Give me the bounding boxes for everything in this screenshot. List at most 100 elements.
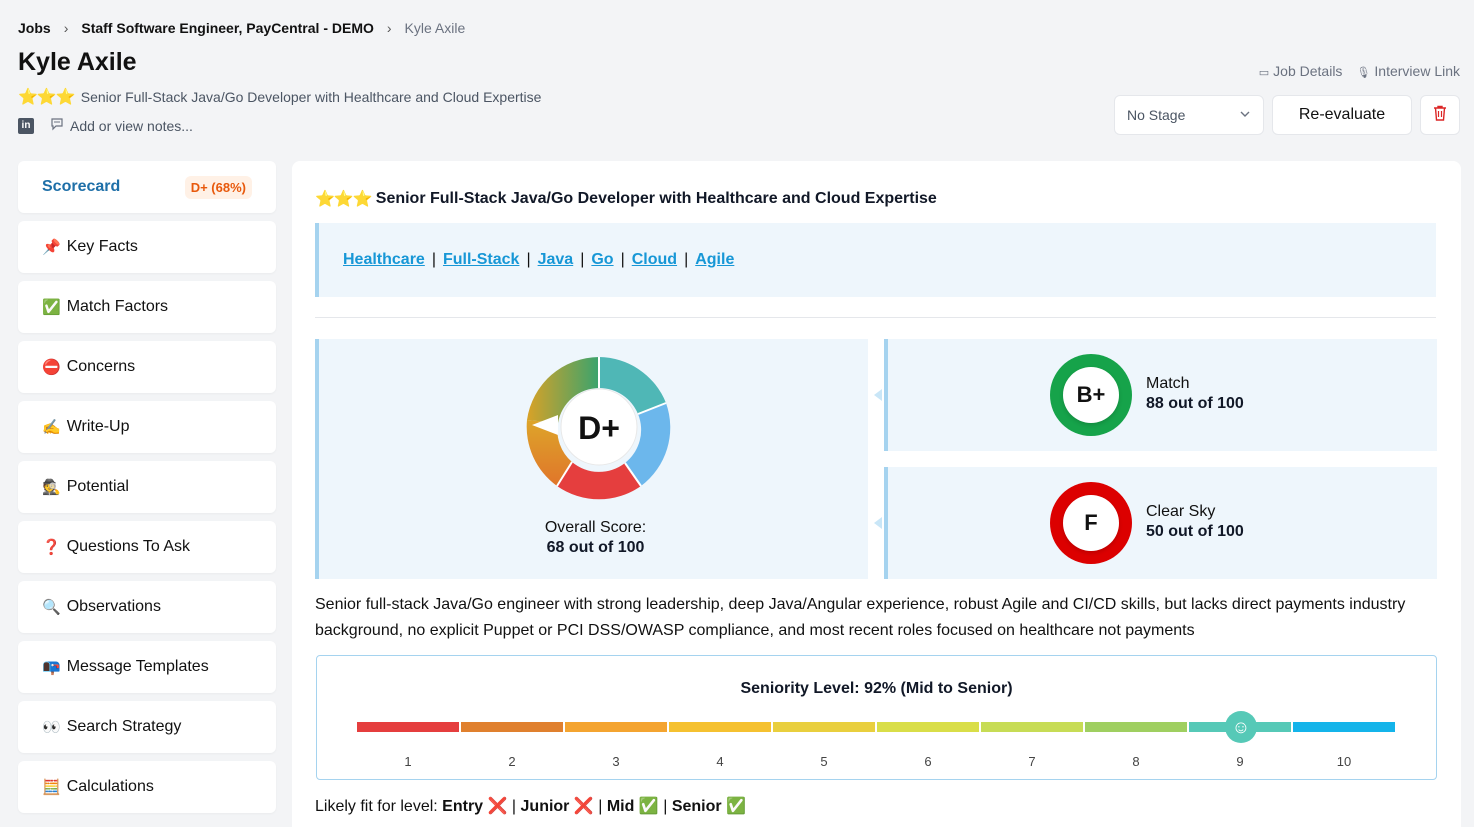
gauge-pointer xyxy=(532,415,558,435)
gauge-segment-3 xyxy=(557,462,641,500)
notes-row: in Add or view notes... xyxy=(18,117,193,134)
seniority-label: 10 xyxy=(1336,754,1352,769)
chevron-right-icon: › xyxy=(63,20,69,36)
tag-link[interactable]: Full-Stack xyxy=(442,251,520,268)
mailbox-icon: 📭 xyxy=(42,659,61,676)
match-score-card: B+ Match 88 out of 100 xyxy=(874,339,1437,451)
overall-score-label: Overall Score: xyxy=(544,519,647,536)
seniority-title: Seniority Level: 92% (Mid to Senior) xyxy=(740,680,1013,697)
chevron-right-icon: › xyxy=(386,20,392,36)
delete-button[interactable] xyxy=(1420,95,1460,135)
no-entry-icon: ⛔ xyxy=(42,359,61,376)
overall-score-value: 68 out of 100 xyxy=(546,539,645,556)
tag-separator: | xyxy=(620,251,625,268)
sidebar-item-key-facts[interactable]: 📌 Key Facts xyxy=(18,221,276,273)
sidebar-item-message-templates[interactable]: 📭 Message Templates xyxy=(18,641,276,693)
star-rating: ⭐⭐⭐ xyxy=(315,191,373,208)
seniority-label: 8 xyxy=(1132,754,1140,769)
overall-score-gauge: D+ xyxy=(524,355,674,505)
cross-icon: ❌ xyxy=(573,798,594,815)
seniority-label: 1 xyxy=(404,754,412,769)
match-grade-ring: B+ xyxy=(1050,354,1132,436)
tag-separator: | xyxy=(431,251,436,268)
check-icon: ✅ xyxy=(726,798,746,815)
breadcrumb-jobs[interactable]: Jobs xyxy=(18,20,51,36)
overall-score-card: D+ Overall Score: 68 out of 100 xyxy=(315,339,868,579)
breadcrumb-job[interactable]: Staff Software Engineer, PayCentral - DE… xyxy=(81,20,374,36)
grade-badge: D+ (68%) xyxy=(184,175,252,199)
sidebar-item-label: Scorecard xyxy=(42,178,121,195)
briefcase-icon: ▭ xyxy=(1258,67,1270,79)
stage-select[interactable]: No Stage xyxy=(1114,95,1264,135)
job-details-link[interactable]: ▭ Job Details xyxy=(1258,63,1343,79)
sidebar-item-observations[interactable]: 🔍 Observations xyxy=(18,581,276,633)
candidate-summary: Senior full-stack Java/Go engineer with … xyxy=(315,596,1406,639)
question-icon: ❓ xyxy=(42,539,61,556)
check-icon: ✅ xyxy=(638,798,659,815)
check-icon: ✅ xyxy=(42,299,61,316)
fit-mid: Mid xyxy=(606,798,635,815)
linkedin-icon[interactable]: in xyxy=(18,117,34,134)
scorecard-title: ⭐⭐⭐ Senior Full-Stack Java/Go Developer … xyxy=(315,189,937,209)
seniority-segment xyxy=(1293,722,1395,732)
breadcrumb-candidate: Kyle Axile xyxy=(404,20,466,36)
cross-icon: ❌ xyxy=(487,798,508,815)
seniority-segment xyxy=(461,722,563,732)
notes-link[interactable]: Add or view notes... xyxy=(70,117,193,134)
match-value: 88 out of 100 xyxy=(1146,395,1244,412)
seniority-label: 2 xyxy=(508,754,516,769)
interview-link[interactable]: 🎙 Interview Link xyxy=(1356,63,1460,79)
magnifier-icon: 🔍 xyxy=(42,599,61,616)
candidate-headline: ⭐⭐⭐ Senior Full-Stack Java/Go Developer … xyxy=(18,87,541,107)
gauge-segment-5 xyxy=(527,357,599,423)
tag-link[interactable]: Healthcare xyxy=(343,251,425,268)
scorecard-title-text: Senior Full-Stack Java/Go Developer with… xyxy=(375,190,937,207)
seniority-label: 4 xyxy=(716,754,724,769)
seniority-segment xyxy=(773,722,875,732)
smiley-marker-icon: ☺ xyxy=(1225,711,1257,743)
header-actions: No Stage Re-evaluate xyxy=(1114,95,1460,135)
sidebar-item-match-factors[interactable]: ✅ Match Factors xyxy=(18,281,276,333)
tag-link[interactable]: Go xyxy=(591,251,614,268)
clearsky-score-card: F Clear Sky 50 out of 100 xyxy=(874,467,1437,579)
reevaluate-button[interactable]: Re-evaluate xyxy=(1272,95,1412,135)
comment-icon xyxy=(50,117,64,134)
connector-arrow xyxy=(874,517,882,529)
match-name: Match xyxy=(1146,375,1190,392)
sidebar-item-calculations[interactable]: 🧮 Calculations xyxy=(18,761,276,813)
seniority-label: 3 xyxy=(612,754,620,769)
seniority-segment xyxy=(1085,722,1187,732)
headline-text: Senior Full-Stack Java/Go Developer with… xyxy=(80,89,542,105)
sidebar-item-scorecard[interactable]: Scorecard D+ (68%) xyxy=(18,161,276,213)
seniority-segment xyxy=(981,722,1083,732)
clearsky-value: 50 out of 100 xyxy=(1146,523,1244,540)
tag-link[interactable]: Agile xyxy=(695,251,735,268)
seniority-box: Seniority Level: 92% (Mid to Senior) 1 2 3… xyxy=(316,655,1437,780)
fit-junior: Junior xyxy=(520,798,570,815)
sidebar-item-potential[interactable]: 🕵️ Potential xyxy=(18,461,276,513)
sidebar-item-search-strategy[interactable]: 👀 Search Strategy xyxy=(18,701,276,753)
star-rating: ⭐⭐⭐ xyxy=(18,89,76,106)
seniority-label: 5 xyxy=(820,754,828,769)
tag-separator: | xyxy=(580,251,585,268)
clearsky-name: Clear Sky xyxy=(1146,503,1216,520)
tag-link[interactable]: Java xyxy=(537,251,574,268)
seniority-segment xyxy=(669,722,771,732)
gauge-segment-1 xyxy=(599,357,666,414)
tag-separator: | xyxy=(684,251,689,268)
match-grade: B+ xyxy=(1063,367,1119,423)
seniority-scale-labels: 1 2 3 4 5 6 7 8 9 10 xyxy=(357,754,1395,769)
clearsky-grade-ring: F xyxy=(1050,482,1132,564)
scorecard-panel: ⭐⭐⭐ Senior Full-Stack Java/Go Developer … xyxy=(292,161,1461,827)
header-links: ▭ Job Details 🎙 Interview Link xyxy=(1259,63,1460,79)
fit-entry: Entry xyxy=(442,798,484,815)
pin-icon: 📌 xyxy=(42,239,61,256)
divider xyxy=(315,317,1436,318)
chevron-down-icon xyxy=(1239,107,1251,123)
tag-link[interactable]: Cloud xyxy=(631,251,678,268)
trash-icon xyxy=(1433,105,1447,125)
sidebar-item-questions[interactable]: ❓ Questions To Ask xyxy=(18,521,276,573)
sidebar-item-write-up[interactable]: ✍️ Write-Up xyxy=(18,401,276,453)
abacus-icon: 🧮 xyxy=(42,779,61,796)
sidebar-item-concerns[interactable]: ⛔ Concerns xyxy=(18,341,276,393)
